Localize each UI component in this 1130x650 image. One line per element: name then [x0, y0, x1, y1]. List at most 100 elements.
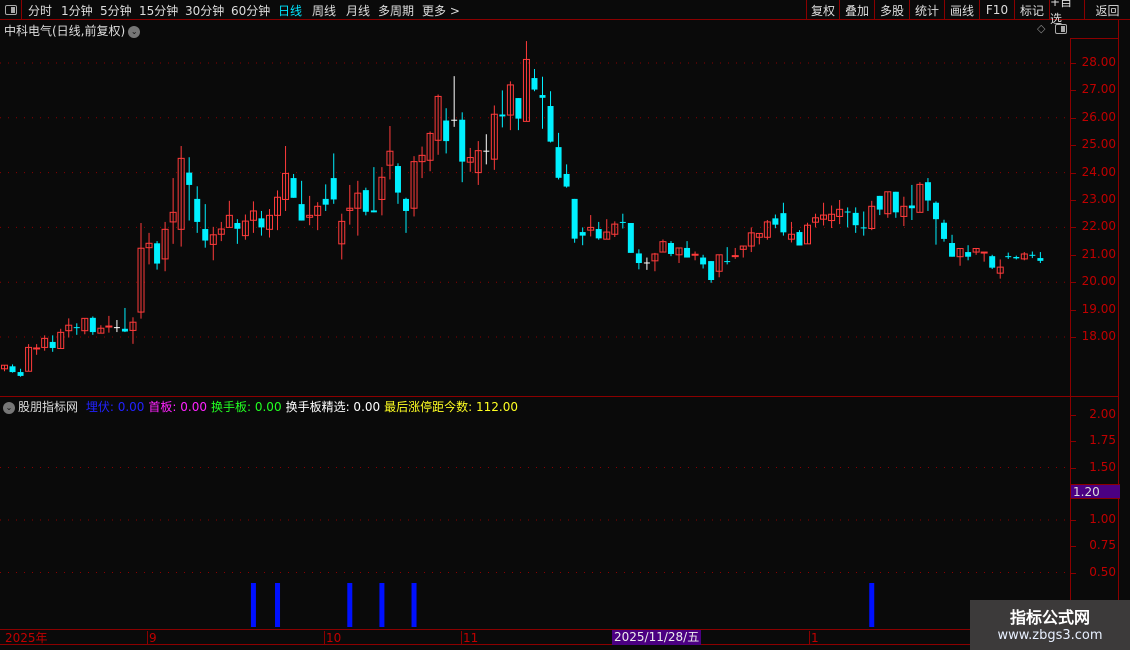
- statistics-button[interactable]: 统计: [909, 0, 944, 20]
- candle-body: [490, 113, 498, 160]
- candle-body: [418, 154, 426, 163]
- candle-body: [651, 253, 659, 262]
- price-tick: [1071, 227, 1076, 229]
- chevron-down-icon[interactable]: ⌄: [3, 401, 15, 414]
- candle-body: [892, 191, 899, 213]
- candle-body: [989, 256, 996, 268]
- indicator-tick: [1071, 467, 1076, 469]
- candle-body: [306, 214, 314, 218]
- price-tick-label: 23.00: [1081, 192, 1116, 206]
- indicator-value-1: 首板: 0.00: [148, 400, 207, 414]
- period-tab[interactable]: 15分钟: [139, 4, 179, 18]
- candle-body: [105, 325, 113, 328]
- period-tab[interactable]: 分时: [28, 4, 53, 18]
- candle-body: [820, 214, 828, 220]
- candle-body: [154, 243, 161, 264]
- candle-body: [49, 341, 56, 348]
- candle-body: [354, 192, 362, 209]
- indicator-tick: [1071, 441, 1076, 443]
- candle-body: [129, 321, 137, 331]
- candle-body: [603, 231, 611, 240]
- period-tab[interactable]: 多周期: [378, 4, 415, 18]
- candle-body: [410, 161, 418, 209]
- candle-body: [386, 150, 394, 166]
- period-tab[interactable]: 1分钟: [61, 4, 93, 18]
- price-tick-label: 25.00: [1081, 137, 1116, 152]
- candle-body: [812, 217, 820, 223]
- adjust-button[interactable]: 复权: [806, 0, 839, 20]
- price-tick: [1071, 282, 1076, 284]
- candle-body: [202, 229, 209, 241]
- indicator-tick-label: 0.75: [1089, 538, 1116, 553]
- indicator-tick-label: 1.75: [1089, 433, 1116, 448]
- candle-body: [828, 213, 836, 222]
- panel-toggle-button[interactable]: [0, 0, 22, 20]
- mark-button[interactable]: 标记: [1014, 0, 1049, 20]
- candle-body: [1013, 256, 1020, 259]
- chevron-down-icon[interactable]: ⌄: [128, 25, 141, 38]
- candle-body: [804, 224, 811, 245]
- candle-body: [186, 172, 193, 185]
- candle-body: [41, 337, 49, 348]
- more-periods-button[interactable]: 更多 >: [422, 4, 460, 18]
- candle-body: [378, 176, 386, 200]
- diamond-icon[interactable]: ◇: [1037, 22, 1046, 35]
- candle-body: [563, 173, 570, 187]
- period-tab-daily[interactable]: 日线: [278, 4, 303, 18]
- candle-body: [394, 166, 401, 193]
- candle-body: [571, 198, 578, 239]
- add-watchlist-button[interactable]: +自选: [1049, 0, 1084, 26]
- date-axis: 2025年 9 10 11 1 2025/11/28/五: [0, 629, 1070, 645]
- f10-button[interactable]: F10: [979, 0, 1014, 20]
- candle-body: [643, 262, 650, 264]
- period-tab[interactable]: 30分钟: [185, 4, 225, 18]
- candle-body: [314, 205, 322, 216]
- price-tick-label: 18.00: [1081, 329, 1116, 343]
- candle-body: [747, 232, 755, 247]
- candle-body: [282, 172, 290, 200]
- panel-toggle-icon[interactable]: [1055, 24, 1067, 34]
- candle-body: [466, 157, 474, 163]
- candle-body: [844, 211, 851, 213]
- indicator-chart[interactable]: [0, 397, 1070, 629]
- price-tick: [1071, 63, 1076, 64]
- candle-body: [97, 327, 105, 334]
- candle-body: [780, 213, 787, 233]
- candle-body: [225, 214, 233, 228]
- period-tab[interactable]: 月线: [346, 4, 371, 18]
- candle-body: [884, 191, 892, 215]
- price-tick-label: 20.00: [1081, 274, 1116, 289]
- pane-divider: [0, 396, 1118, 397]
- candle-body: [924, 182, 931, 201]
- right-side-panel[interactable]: [1118, 20, 1130, 630]
- candle-body: [234, 223, 241, 229]
- candle-body: [587, 226, 595, 231]
- candle-body: [249, 210, 257, 221]
- indicator-tick: [1071, 520, 1076, 521]
- candle-body: [611, 223, 619, 235]
- overlay-button[interactable]: 叠加: [839, 0, 874, 20]
- candlestick-chart[interactable]: [0, 38, 1070, 396]
- candle-body: [89, 317, 96, 333]
- candle-body: [731, 255, 739, 258]
- candle-body: [547, 106, 554, 142]
- signal-bar: [250, 583, 256, 627]
- candle-body: [956, 247, 964, 258]
- crosshair-value-label: 1.20: [1071, 484, 1120, 499]
- candle-body: [708, 261, 715, 281]
- candle-body: [265, 214, 273, 230]
- candle-body: [73, 327, 80, 329]
- price-tick-label: 26.00: [1081, 109, 1116, 124]
- panel-icon: [4, 5, 17, 15]
- candle-body: [941, 222, 948, 239]
- candle-body: [555, 147, 562, 178]
- back-button[interactable]: 返回: [1084, 0, 1130, 20]
- draw-line-button[interactable]: 画线: [944, 0, 979, 20]
- period-tab[interactable]: 5分钟: [100, 4, 132, 18]
- period-tab[interactable]: 60分钟: [231, 4, 271, 18]
- price-tick-label: 24.00: [1081, 164, 1116, 179]
- period-tab[interactable]: 周线: [312, 4, 337, 18]
- multi-stock-button[interactable]: 多股: [874, 0, 909, 20]
- candle-body: [451, 119, 458, 121]
- candle-body: [908, 205, 915, 209]
